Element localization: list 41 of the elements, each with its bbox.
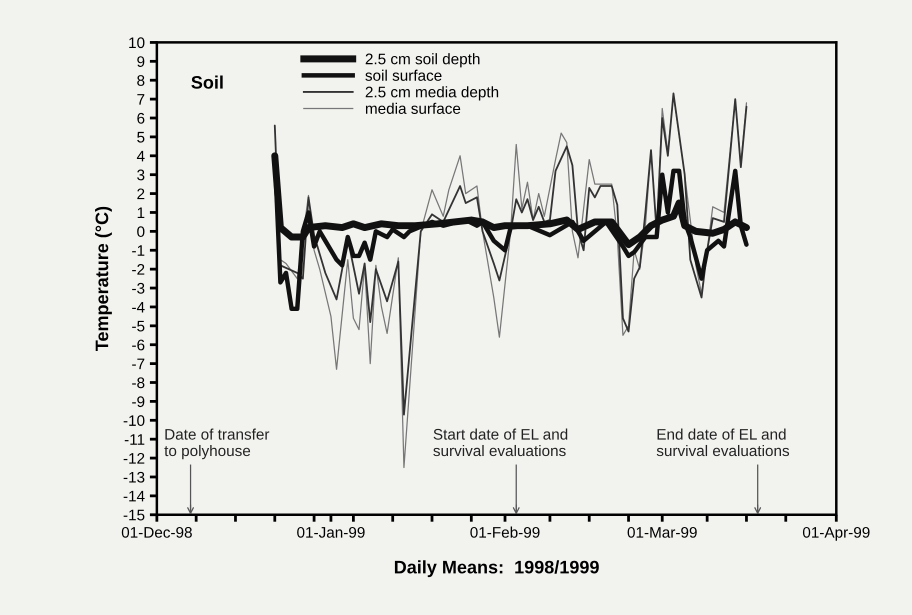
y-tick-label: 0 (137, 226, 144, 238)
y-tick-label: -3 (132, 282, 144, 294)
y-tick-label: 4 (136, 150, 145, 162)
y-tick-label: -12 (124, 452, 144, 464)
legend-label: 2.5 cm media depth (366, 86, 498, 100)
y-tick-label: -2 (132, 264, 144, 275)
ref-line-label: Date of transfer to polyhouse (164, 428, 270, 460)
x-tick-label: 01-Dec-98 (122, 526, 192, 538)
y-tick-label: -9 (132, 396, 144, 408)
legend-label: media surface (366, 102, 460, 114)
y-tick-label: -1 (132, 245, 144, 256)
annotation: Soil (191, 75, 223, 89)
y-tick-label: -4 (132, 302, 145, 312)
y-tick-label: -13 (124, 472, 144, 483)
y-tick-label: 3 (137, 170, 144, 180)
y-tick-label: 9 (137, 56, 144, 68)
ref-line-label: End date of EL and survival evaluations (656, 428, 790, 456)
x-tick-label: 01-Apr-99 (802, 526, 870, 541)
x-tick-label: 01-Mar-99 (628, 526, 697, 538)
x-tick-label: 01-Feb-99 (470, 526, 540, 538)
y-tick-label: -7 (132, 358, 144, 370)
y-tick-label: -10 (124, 415, 144, 426)
y-tick-label: -6 (132, 340, 144, 350)
y-tick-label: 10 (129, 37, 144, 48)
y-tick-label: 6 (137, 112, 144, 124)
y-tick-label: -5 (132, 320, 144, 332)
y-tick-label: -15 (124, 510, 144, 520)
y-tick-label: 1 (138, 207, 144, 218)
legend-label: 2.5 cm soil depth (366, 53, 480, 68)
x-tick-label: 01-Jan-99 (297, 526, 365, 538)
y-tick-label: -14 (124, 490, 145, 502)
y-tick-label: 7 (137, 94, 144, 105)
y-tick-label: -11 (124, 434, 144, 445)
legend-label: soil surface (365, 70, 442, 81)
y-tick-label: -8 (132, 377, 144, 388)
y-tick-label: 8 (137, 75, 144, 86)
y-axis-title: Temperature (°C) (95, 206, 112, 352)
x-axis-title: Daily Means: 1998/1999 (394, 560, 599, 578)
ref-line-label: Start date of EL and survival evaluations (433, 428, 568, 456)
y-tick-label: 2 (137, 188, 144, 200)
y-tick-label: 5 (137, 132, 144, 143)
